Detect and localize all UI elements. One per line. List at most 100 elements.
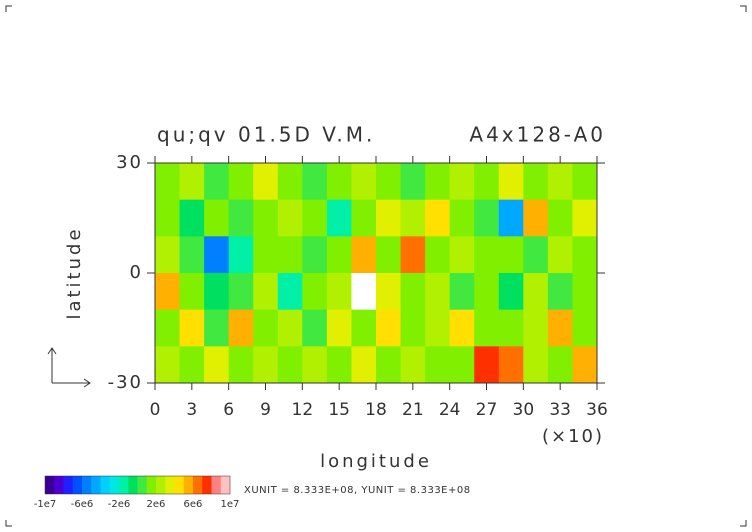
heatmap-cell (425, 309, 451, 347)
heatmap-cell (204, 163, 230, 201)
heatmap-cell (425, 236, 451, 274)
heatmap-cell (351, 273, 377, 311)
heatmap-cell (302, 236, 328, 274)
heatmap-cell (474, 199, 500, 237)
y-tick-label: -30 (108, 372, 143, 393)
heatmap-cell (326, 163, 352, 201)
heatmap-cell (449, 346, 475, 384)
heatmap-cell (326, 236, 352, 274)
heatmap-cell (326, 273, 352, 311)
heatmap-cell (572, 163, 598, 201)
heatmap-cell (547, 273, 573, 311)
colorbar-swatch (82, 476, 92, 494)
colorbar-swatch (211, 476, 222, 494)
x-tick-label: 15 (328, 400, 350, 420)
x-tick-label: 0 (150, 400, 161, 420)
heatmap-cell (572, 309, 598, 347)
heatmap-cell (449, 163, 475, 201)
heatmap-cell (400, 309, 426, 347)
heatmap-cell (277, 163, 303, 201)
x-tick-label: 6 (223, 400, 234, 420)
x-tick-label: 30 (513, 400, 535, 420)
x-tick-label: 36 (586, 400, 608, 420)
heatmap-cell (449, 273, 475, 311)
chart-subtitle: A4x128-A0 (469, 123, 606, 147)
heatmap-cell (179, 346, 205, 384)
heatmap-cell (376, 309, 402, 347)
corner-marks (5, 5, 747, 527)
heatmap-cell (204, 273, 230, 311)
heatmap-cell (253, 346, 279, 384)
heatmap-cell (253, 163, 279, 201)
heatmap-cell (326, 199, 352, 237)
heatmap-cell (204, 236, 230, 274)
heatmap-cell (547, 199, 573, 237)
heatmap-cell (302, 309, 328, 347)
heatmap-cell (547, 163, 573, 201)
heatmap-cell (400, 273, 426, 311)
x-tick-label: 27 (476, 400, 498, 420)
heatmap-cell (326, 309, 352, 347)
heatmap-cell (572, 199, 598, 237)
x-tick-label: 9 (260, 400, 271, 420)
colorbar-swatch (220, 476, 231, 494)
heatmap-cell (179, 163, 205, 201)
heatmap-cell (204, 309, 230, 347)
heatmap-cell (155, 163, 181, 201)
colorbar-tick-label: 6e6 (184, 499, 203, 510)
heatmap-cell (449, 309, 475, 347)
heatmap-cell (228, 309, 254, 347)
heatmap-cell (228, 163, 254, 201)
heatmap-cell (228, 273, 254, 311)
heatmap-cell (228, 199, 254, 237)
heatmap-cell (204, 199, 230, 237)
heatmap-cell (400, 236, 426, 274)
heatmap-cell (351, 199, 377, 237)
heatmap-cell (155, 236, 181, 274)
unit-note: XUNIT = 8.333E+08, YUNIT = 8.333E+08 (244, 485, 471, 496)
heatmap-cell (425, 199, 451, 237)
colorbar-tick-label: -1e7 (34, 499, 57, 510)
colorbar-tick-label: 2e6 (147, 499, 166, 510)
heatmap-cell (228, 346, 254, 384)
colorbar-tick-label: -6e6 (71, 499, 94, 510)
heatmap-cell (302, 346, 328, 384)
heatmap-cell (474, 163, 500, 201)
heatmap-cell (155, 346, 181, 384)
heatmap-cell (179, 236, 205, 274)
colorbar-swatch (119, 476, 129, 494)
colorbar-swatch (91, 476, 101, 494)
heatmap-cell (302, 273, 328, 311)
colorbar-swatch (137, 476, 148, 494)
heatmap-cell (277, 199, 303, 237)
heatmap-cell (253, 199, 279, 237)
heatmap-cell (523, 346, 549, 384)
x-scale-label: (×10) (542, 426, 604, 447)
heatmap-cell (572, 273, 598, 311)
heatmap-cell (523, 199, 549, 237)
x-tick-label: 3 (186, 400, 197, 420)
heatmap-cell (523, 236, 549, 274)
colorbar-swatch (174, 476, 185, 494)
heatmap (155, 163, 598, 384)
y-tick-label: 0 (130, 262, 143, 283)
heatmap-cell (351, 346, 377, 384)
heatmap-cell (498, 163, 524, 201)
heatmap-cell (425, 346, 451, 384)
colorbar-swatch (193, 476, 203, 494)
heatmap-cell (498, 236, 524, 274)
x-tick-label: 18 (365, 400, 387, 420)
heatmap-cell (204, 346, 230, 384)
colorbar-swatch (54, 476, 64, 494)
heatmap-cell (253, 236, 279, 274)
heatmap-cell (572, 236, 598, 274)
heatmap-cell (351, 309, 377, 347)
heatmap-cell (547, 346, 573, 384)
heatmap-cell (376, 163, 402, 201)
colorbar-tick-label: -2e6 (108, 499, 131, 510)
heatmap-cell (376, 273, 402, 311)
heatmap-cell (498, 273, 524, 311)
heatmap-cell (302, 163, 328, 201)
heatmap-cell (376, 346, 402, 384)
heatmap-cell (474, 273, 500, 311)
